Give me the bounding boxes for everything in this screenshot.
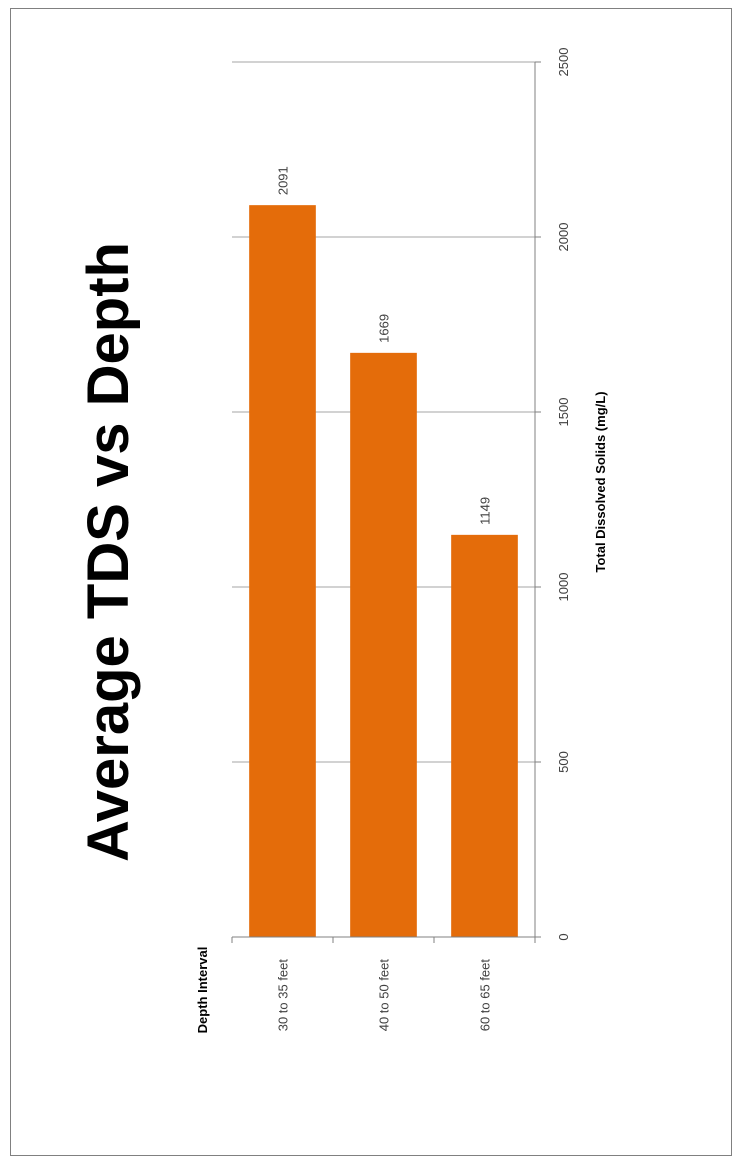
- category-labels: 30 to 35 feet 40 to 50 feet 60 to 65 feet: [276, 959, 493, 1032]
- data-label: 1669: [377, 314, 392, 343]
- bar: [350, 352, 417, 938]
- value-tick-label: 1000: [556, 573, 571, 602]
- tick-labels: 0 500 1000 1500 2000 2500: [535, 48, 571, 941]
- data-label: 2091: [276, 166, 291, 195]
- category-label: 30 to 35 feet: [276, 959, 291, 1032]
- value-tick-label: 2500: [556, 48, 571, 77]
- category-label: 40 to 50 feet: [377, 959, 392, 1032]
- value-axis-title: Total Dissolved Solids (mg/L): [593, 391, 608, 572]
- bars: [249, 205, 518, 938]
- value-tick-label: 2000: [556, 223, 571, 252]
- category-axis-title: Depth Interval: [195, 947, 210, 1034]
- value-tick-label: 0: [556, 933, 571, 940]
- axes: [231, 62, 536, 943]
- value-tick-label: 500: [556, 751, 571, 773]
- data-label: 1149: [478, 497, 493, 525]
- value-tick-label: 1500: [556, 398, 571, 427]
- bar: [249, 205, 316, 937]
- category-label: 60 to 65 feet: [478, 959, 493, 1032]
- chart-title: Average TDS vs Depth: [76, 242, 141, 862]
- data-labels: 2091 1669 1149: [276, 166, 493, 525]
- bar: [451, 534, 518, 937]
